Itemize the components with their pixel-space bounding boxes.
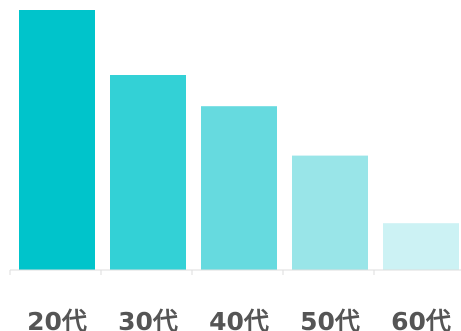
bar-2 xyxy=(201,106,277,270)
x-tick-label-3: 50代 xyxy=(300,307,360,331)
bars-group xyxy=(19,10,459,270)
bar-1 xyxy=(110,75,186,270)
x-axis-labels: 20代 30代 40代 50代 60代 xyxy=(27,307,451,331)
bar-0 xyxy=(19,10,95,270)
bar-4 xyxy=(383,223,459,270)
bar-3 xyxy=(292,156,368,270)
x-tick-label-2: 40代 xyxy=(209,307,269,331)
x-axis-ticks xyxy=(10,270,461,275)
x-tick-label-1: 30代 xyxy=(118,307,178,331)
x-tick-label-4: 60代 xyxy=(391,307,451,331)
x-tick-label-0: 20代 xyxy=(27,307,87,331)
